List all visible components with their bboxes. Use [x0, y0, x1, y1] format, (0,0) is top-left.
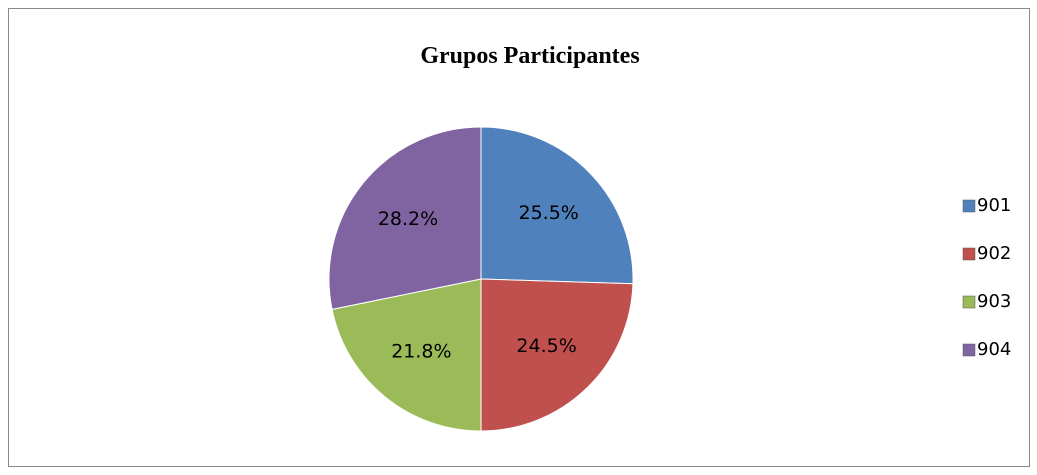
chart-title: Grupos Participantes [420, 43, 639, 69]
data-label: 28.2% [378, 208, 438, 230]
legend-label: 901 [977, 195, 1011, 216]
pie-slice [480, 278, 634, 432]
legend-swatch [962, 295, 976, 309]
pie-slice [480, 126, 634, 285]
pie-slice [331, 278, 482, 432]
legend-swatch [962, 199, 976, 213]
data-label: 25.5% [518, 202, 578, 224]
legend-label: 903 [977, 291, 1011, 312]
data-label: 21.8% [391, 340, 451, 362]
data-label: 24.5% [516, 335, 576, 357]
legend-label: 902 [977, 243, 1011, 264]
legend-swatch [962, 247, 976, 261]
legend-label: 904 [977, 339, 1011, 360]
pie-slice [328, 126, 482, 310]
legend-swatch [962, 343, 976, 357]
